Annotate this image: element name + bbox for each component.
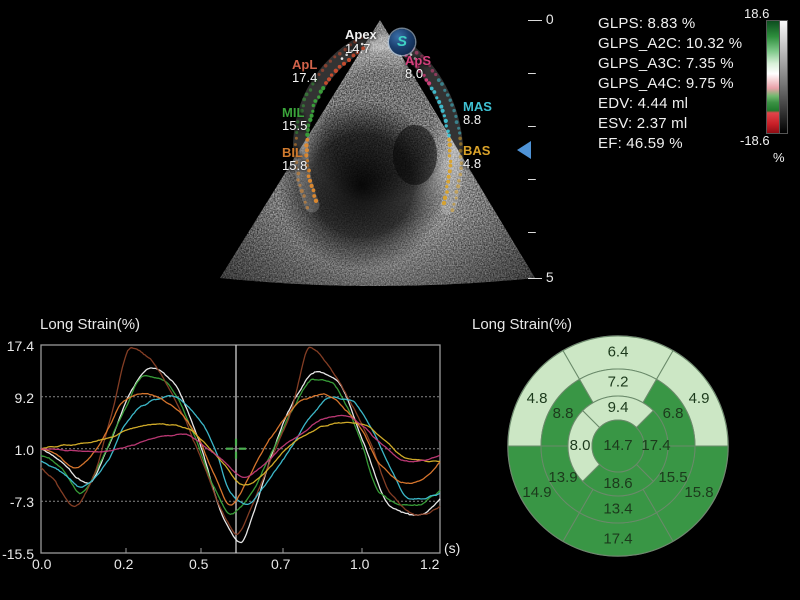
- svg-text:14.7: 14.7: [603, 437, 632, 454]
- svg-text:6.8: 6.8: [663, 405, 684, 422]
- svg-text:8.8: 8.8: [553, 405, 574, 422]
- svg-text:15.5: 15.5: [658, 469, 687, 486]
- svg-text:13.4: 13.4: [603, 501, 632, 518]
- svg-text:15.8: 15.8: [684, 484, 713, 501]
- svg-text:17.4: 17.4: [603, 531, 632, 548]
- svg-text:9.4: 9.4: [608, 399, 629, 416]
- svg-text:17.4: 17.4: [641, 437, 670, 454]
- svg-text:14.9: 14.9: [522, 484, 551, 501]
- svg-text:4.8: 4.8: [527, 390, 548, 407]
- svg-text:6.4: 6.4: [608, 344, 629, 361]
- svg-text:4.9: 4.9: [689, 390, 710, 407]
- svg-text:7.2: 7.2: [608, 374, 629, 391]
- svg-text:18.6: 18.6: [603, 475, 632, 492]
- svg-text:13.9: 13.9: [548, 469, 577, 486]
- svg-text:8.0: 8.0: [570, 437, 591, 454]
